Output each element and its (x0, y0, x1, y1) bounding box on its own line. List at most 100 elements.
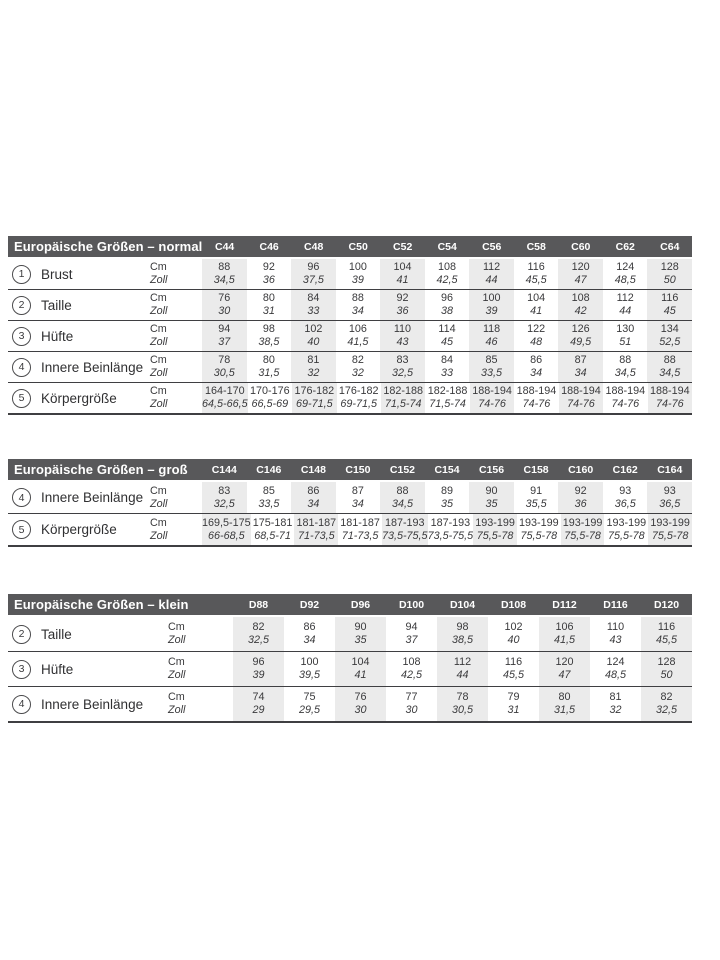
unit-zoll-label: Zoll (150, 274, 168, 286)
column-header: C144 (211, 463, 237, 476)
unit-cm-label: Cm (150, 292, 167, 304)
column-header: C148 (300, 463, 326, 476)
column-header: C160 (568, 463, 594, 476)
column-header: C54 (437, 240, 457, 253)
zoll-value: 48 (530, 336, 543, 348)
cm-value: 188-194 (605, 385, 646, 397)
cm-value: 92 (262, 261, 275, 273)
cm-value: 116 (504, 656, 523, 668)
data-cell: 104 41 (380, 259, 425, 289)
cm-value: 100 (482, 292, 501, 304)
cm-value: 83 (218, 484, 231, 497)
cm-value: 88 (663, 354, 676, 366)
cm-value: 92 (396, 292, 409, 304)
data-cell: 104 41 (335, 652, 386, 686)
zoll-value: 48,5 (604, 669, 626, 681)
data-cell: 128 50 (647, 259, 693, 289)
cm-value: 96 (307, 261, 320, 273)
data-cell: 116 45,5 (488, 652, 539, 686)
zoll-value: 45,5 (525, 274, 547, 286)
cm-value: 82 (660, 691, 673, 703)
cm-value: 175-181 (252, 516, 293, 529)
size-table-normal: Europäische Größen – normal C44 C46 C48 C50 C… (8, 236, 693, 415)
data-cell: 193-199 75,5-78 (648, 514, 693, 545)
zoll-value: 33 (441, 367, 454, 379)
zoll-value: 30,5 (451, 704, 473, 716)
row-label: Innere Beinlänge (41, 359, 144, 375)
column-header: D88 (248, 598, 269, 611)
cm-value: 106 (348, 323, 367, 335)
row-number-badge: 4 (12, 694, 31, 714)
data-cell: 92 36 (558, 482, 603, 513)
cm-value: 85 (485, 354, 498, 366)
zoll-value: 73,5-75,5 (381, 529, 428, 542)
row-values: 78 30,5 80 31,5 81 32 82 32 83 32,5 84 33 85 33,5 86 34… (202, 352, 693, 382)
data-cell: 82 32,5 (641, 687, 692, 721)
row-number-badge: 3 (12, 659, 31, 679)
column-header: C48 (304, 240, 324, 253)
data-cell: 75 29,5 (284, 687, 335, 721)
row-label: Taille (41, 297, 72, 313)
data-cell: 82 32,5 (233, 617, 284, 651)
data-cell: 80 31,5 (247, 352, 292, 382)
cm-value: 181-187 (296, 516, 337, 529)
table-row: 4 Innere Beinlänge Cm Zoll 74 29 75 29,5 76 30 77 3… (8, 686, 692, 721)
zoll-value: 43 (609, 634, 622, 646)
cm-value: 193-199 (519, 516, 559, 529)
cm-value: 188-194 (516, 385, 557, 397)
zoll-value: 34,5 (213, 274, 235, 286)
column-header: C62 (615, 240, 635, 253)
data-cell: 76 30 (202, 290, 247, 320)
zoll-value: 35 (441, 497, 454, 510)
data-cell: 193-199 75,5-78 (560, 514, 605, 545)
row-label: Innere Beinlänge (41, 696, 144, 712)
zoll-value: 47 (574, 274, 587, 286)
zoll-value: 39 (351, 274, 364, 286)
unit-cm-label: Cm (150, 484, 167, 497)
cm-value: 120 (555, 656, 574, 668)
cm-value: 182-188 (427, 385, 468, 397)
data-cell: 79 31 (488, 687, 539, 721)
row-label-cell: 3 Hüfte (8, 321, 148, 351)
cm-value: 112 (616, 292, 634, 304)
cm-value: 193-199 (650, 516, 690, 529)
cm-value: 96 (441, 292, 454, 304)
data-cell: 82 32 (336, 352, 381, 382)
data-cell: 188-194 74-76 (647, 383, 692, 413)
zoll-value: 30 (354, 704, 367, 716)
column-header: C154 (434, 463, 460, 476)
zoll-value: 45,5 (655, 634, 677, 646)
cm-value: 170-176 (250, 385, 290, 397)
unit-zoll-label: Zoll (150, 529, 168, 542)
table-row: 2 Taille Cm Zoll 82 32,5 86 34 90 35 94 37 98 38,5 102… (8, 617, 692, 651)
data-cell: 94 37 (202, 321, 247, 351)
zoll-value: 42,5 (400, 669, 422, 681)
zoll-value: 74-76 (655, 398, 684, 410)
cm-value: 112 (482, 261, 501, 273)
column-header: D120 (653, 598, 680, 611)
data-cell: 187-193 73,5-75,5 (381, 514, 428, 545)
table-row: 5 Körpergröße Cm Zoll 169,5-175 66-68,5 175-18… (8, 513, 693, 545)
zoll-value: 40 (507, 634, 520, 646)
zoll-value: 30,5 (213, 367, 235, 379)
cm-value: 116 (657, 621, 676, 633)
data-cell: 102 40 (488, 617, 539, 651)
data-cell: 112 44 (603, 290, 648, 320)
data-cell: 86 34 (291, 482, 336, 513)
cm-value: 80 (558, 691, 571, 703)
cm-value: 88 (396, 484, 409, 497)
data-cell: 104 41 (514, 290, 559, 320)
zoll-value: 33,5 (258, 497, 280, 510)
row-label: Taille (41, 626, 72, 642)
unit-cell: Cm Zoll (148, 383, 202, 413)
cm-value: 87 (351, 484, 364, 497)
zoll-value: 29,5 (298, 704, 320, 716)
zoll-value: 34 (530, 367, 543, 379)
unit-cm-label: Cm (168, 691, 185, 703)
zoll-value: 31 (507, 704, 520, 716)
data-cell: 98 38,5 (247, 321, 292, 351)
cm-value: 88 (351, 292, 364, 304)
cm-value: 104 (393, 261, 412, 273)
row-label: Hüfte (41, 661, 74, 677)
row-label-cell: 4 Innere Beinlänge (8, 687, 166, 721)
